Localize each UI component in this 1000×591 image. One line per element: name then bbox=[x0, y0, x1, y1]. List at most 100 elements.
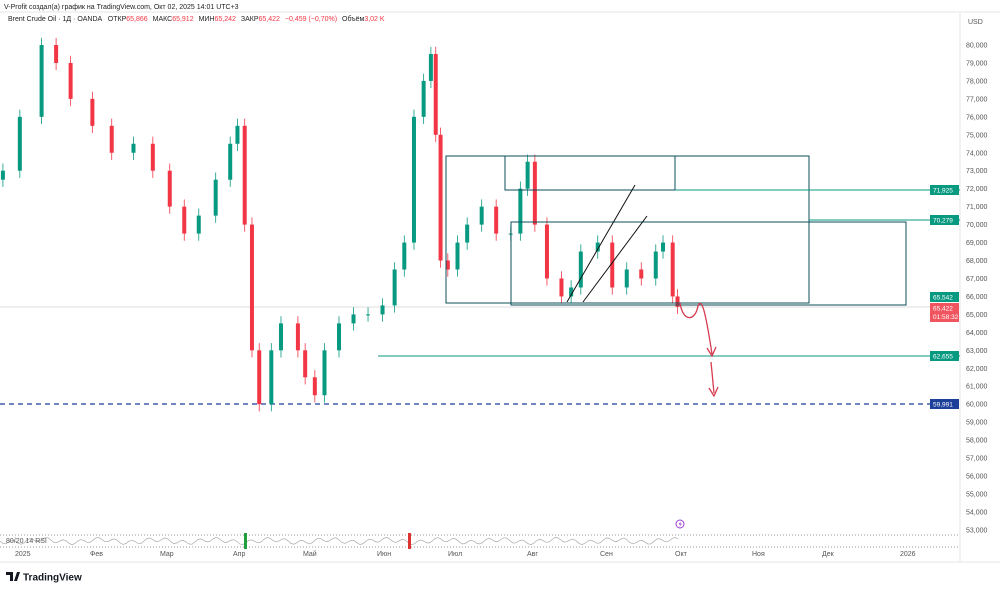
price-tick: 69,000 bbox=[966, 240, 988, 247]
trend-line-1[interactable] bbox=[566, 184, 636, 303]
candle bbox=[670, 242, 675, 297]
candle bbox=[39, 45, 44, 117]
price-tick: 72,000 bbox=[966, 186, 988, 193]
candle bbox=[479, 206, 484, 225]
range-rectangle-lower[interactable] bbox=[510, 221, 907, 306]
candle bbox=[312, 377, 317, 396]
logo-text: TradingView bbox=[23, 573, 82, 584]
candle bbox=[242, 125, 247, 225]
candle bbox=[675, 296, 680, 307]
rsi-oversold-marker bbox=[244, 533, 247, 549]
candle bbox=[196, 215, 201, 234]
candle bbox=[595, 242, 600, 252]
price-tick: 61,000 bbox=[966, 384, 988, 391]
candle bbox=[569, 287, 574, 297]
candle bbox=[90, 98, 95, 126]
symbol-name: Brent Crude Oil · 1Д · OANDA bbox=[8, 16, 103, 23]
candle bbox=[213, 179, 218, 216]
forecast-path-2 bbox=[710, 361, 715, 394]
price-tick: 78,000 bbox=[966, 78, 988, 85]
candle bbox=[303, 350, 308, 378]
price-tick: 67,000 bbox=[966, 276, 988, 283]
candle bbox=[661, 242, 666, 252]
price-tick: 75,000 bbox=[966, 132, 988, 139]
arrowhead-icon bbox=[708, 386, 719, 398]
candle bbox=[131, 143, 136, 153]
candle bbox=[167, 170, 172, 207]
forecast-path bbox=[679, 302, 713, 355]
time-tick: Май bbox=[303, 550, 317, 558]
price-tick: 62,000 bbox=[966, 366, 988, 373]
candle bbox=[532, 161, 537, 225]
currency-label[interactable]: USD bbox=[968, 19, 983, 26]
forecast-arrow[interactable] bbox=[679, 302, 719, 398]
candle bbox=[465, 224, 470, 243]
candle bbox=[544, 224, 549, 279]
candle bbox=[411, 116, 416, 243]
candle bbox=[278, 323, 283, 351]
price-tick: 76,000 bbox=[966, 114, 988, 121]
badge-level2: 70,279 bbox=[933, 218, 953, 225]
candle bbox=[351, 314, 356, 324]
price-tick: 53,000 bbox=[966, 527, 988, 534]
lightning-icon[interactable] bbox=[675, 519, 685, 529]
badge-level3: 65,542 bbox=[933, 295, 953, 302]
badge-level5: 59,991 bbox=[933, 402, 953, 409]
tradingview-logo-icon bbox=[6, 572, 20, 581]
tradingview-logo[interactable]: TradingView bbox=[6, 572, 82, 584]
candle bbox=[295, 323, 300, 351]
price-tick: 55,000 bbox=[966, 492, 988, 499]
candle bbox=[494, 206, 499, 234]
price-tick: 66,000 bbox=[966, 294, 988, 301]
candle bbox=[639, 269, 644, 279]
price-tick: 74,000 bbox=[966, 150, 988, 157]
time-tick: 2026 bbox=[900, 551, 916, 558]
candle bbox=[228, 143, 233, 180]
price-tick: 59,000 bbox=[966, 420, 988, 427]
candle bbox=[257, 350, 262, 405]
time-tick: Апр bbox=[233, 551, 245, 558]
time-tick: Фев bbox=[90, 551, 103, 558]
candle bbox=[249, 224, 254, 351]
badge-level1: 71,925 bbox=[933, 188, 953, 195]
candle bbox=[433, 53, 438, 135]
badge-last-price: 65,422 bbox=[933, 306, 953, 313]
price-tick: 64,000 bbox=[966, 330, 988, 337]
candle bbox=[578, 251, 583, 288]
candle bbox=[109, 125, 114, 153]
candle bbox=[366, 314, 371, 316]
rsi-overbought-marker bbox=[408, 533, 411, 549]
candle bbox=[455, 242, 460, 270]
candles bbox=[0, 37, 680, 412]
price-tick: 68,000 bbox=[966, 258, 988, 265]
candle bbox=[445, 260, 450, 270]
candle bbox=[182, 206, 187, 234]
candle bbox=[428, 53, 433, 81]
drawings[interactable] bbox=[378, 155, 960, 357]
price-axis[interactable]: 53,000 54,000 55,000 56,000 57,000 58,000 59,0… bbox=[966, 43, 988, 535]
price-tick: 60,000 bbox=[966, 402, 988, 409]
candle bbox=[269, 350, 274, 405]
candle bbox=[322, 350, 327, 396]
time-axis[interactable]: 2025 Фев Мар Апр Май Июн Июл Авг Сен Окт Ноя Дек 202… bbox=[15, 550, 916, 558]
price-tick: 63,000 bbox=[966, 348, 988, 355]
badge-level4: 62,655 bbox=[933, 354, 953, 361]
candle bbox=[17, 116, 22, 171]
candle bbox=[150, 143, 155, 171]
candle bbox=[380, 305, 385, 315]
candle bbox=[392, 269, 397, 306]
chart-caption: V-Profit создал(а) график на TradingView… bbox=[4, 4, 239, 11]
rsi-pane[interactable]: 80/20 14 RSI bbox=[0, 519, 960, 549]
price-tick: 56,000 bbox=[966, 474, 988, 481]
time-tick: Дек bbox=[822, 551, 835, 558]
badge-countdown: 01:58:32 bbox=[933, 314, 959, 321]
range-rectangle-top[interactable] bbox=[504, 155, 676, 191]
candle bbox=[421, 80, 426, 117]
price-tick: 71,000 bbox=[966, 204, 988, 211]
candle bbox=[653, 251, 658, 279]
price-tick: 70,000 bbox=[966, 222, 988, 229]
candle bbox=[559, 278, 564, 297]
trend-line-2[interactable] bbox=[582, 215, 648, 303]
candle bbox=[610, 242, 615, 288]
